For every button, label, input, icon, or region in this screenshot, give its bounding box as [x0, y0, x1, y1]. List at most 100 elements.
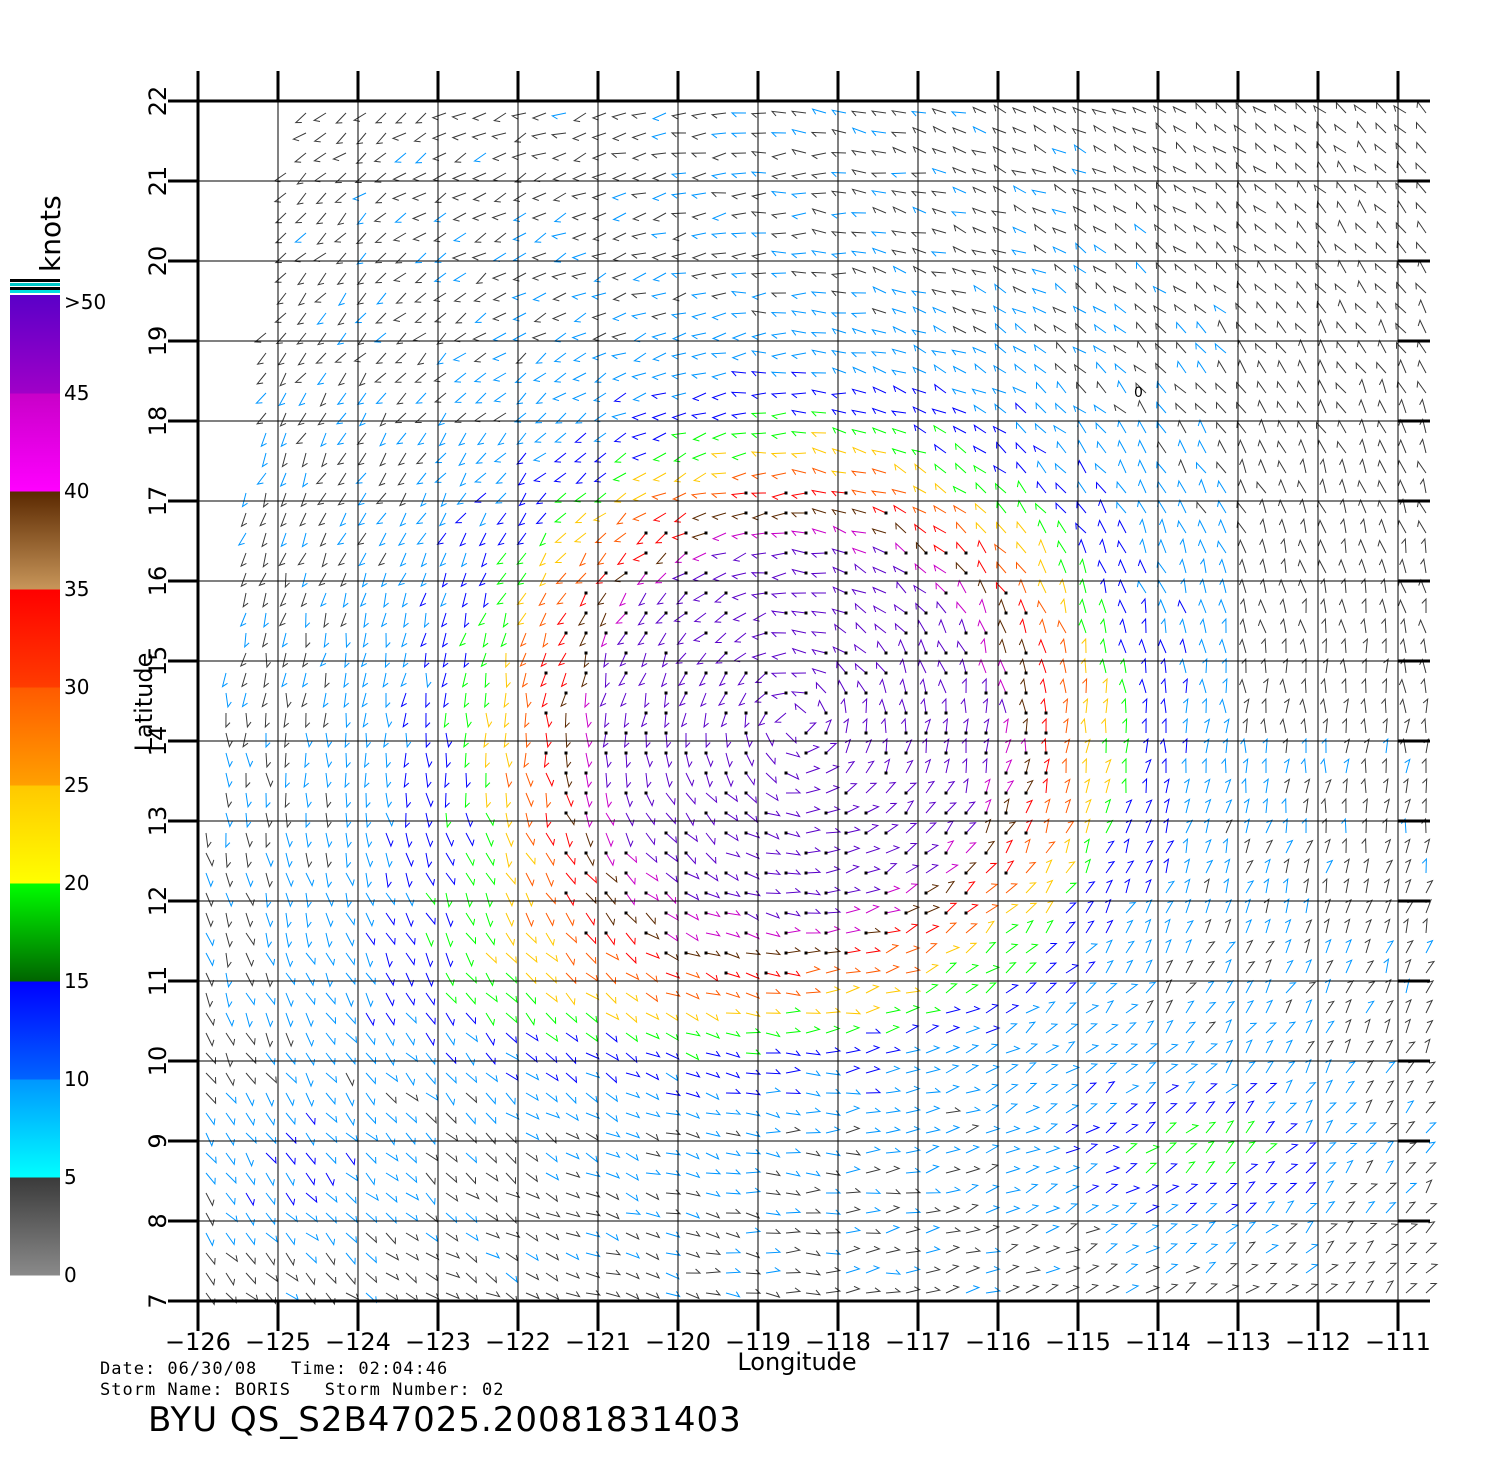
wind-barb	[385, 1232, 396, 1245]
wind-barb	[785, 1287, 802, 1294]
legend-tick-label: 20	[64, 871, 89, 895]
wind-barb	[225, 1132, 235, 1147]
wind-barb	[1196, 500, 1207, 514]
wind-barb	[1054, 282, 1067, 294]
wind-barb	[1054, 462, 1067, 474]
wind-barb	[1005, 1103, 1019, 1114]
wind-barb	[1358, 418, 1367, 434]
wind-barb	[1365, 1280, 1375, 1294]
wind-barb	[1325, 1263, 1339, 1274]
wind-barb	[405, 1112, 418, 1124]
wind-barb	[623, 732, 630, 749]
wind-barb	[625, 1172, 640, 1181]
wind-barb	[690, 232, 707, 240]
wind-barb	[1177, 599, 1187, 614]
wind-barb	[419, 492, 427, 508]
wind-barb	[554, 532, 567, 543]
wind-barb	[1359, 517, 1367, 534]
wind-barb	[1299, 498, 1307, 514]
wind-barb	[765, 772, 777, 784]
rain-flag-dot	[664, 831, 668, 835]
wind-barb	[830, 392, 847, 399]
wind-barb	[225, 1272, 236, 1287]
wind-barb	[1025, 1021, 1037, 1034]
rain-flag-dot	[664, 611, 668, 615]
wind-barb	[985, 904, 1000, 914]
wind-barb	[1195, 342, 1207, 354]
wind-barb	[225, 1072, 235, 1087]
longitude-tick-label: −116	[965, 1328, 1031, 1356]
wind-barb	[899, 678, 907, 694]
wind-barb	[750, 252, 767, 260]
wind-barb	[613, 532, 627, 543]
wind-barb	[325, 1172, 335, 1187]
wind-barb	[585, 1132, 599, 1142]
rain-flag-dot	[604, 891, 608, 895]
wind-barb	[1098, 498, 1107, 514]
wind-barb	[445, 812, 452, 829]
wind-barb	[845, 783, 858, 794]
wind-barb	[337, 472, 347, 486]
wind-barb	[673, 512, 687, 523]
wind-barb	[810, 631, 827, 637]
wind-barb	[1345, 1220, 1355, 1234]
wind-barb	[411, 192, 427, 201]
wind-barb	[572, 152, 587, 163]
wind-barb	[475, 452, 487, 464]
wind-barb	[545, 892, 556, 905]
storm-info-line: Storm Name: BORIS Storm Number: 02	[100, 1380, 505, 1400]
wind-barb	[285, 1292, 300, 1301]
wind-barb	[1165, 959, 1174, 974]
wind-barb	[890, 172, 907, 178]
wind-barb	[933, 324, 947, 334]
wind-barb	[285, 1092, 295, 1107]
wind-barb	[1325, 1283, 1339, 1294]
rain-flag-dot	[684, 571, 688, 575]
wind-barb	[431, 152, 447, 162]
wind-barb	[865, 1107, 882, 1114]
wind-barb	[336, 452, 347, 466]
wind-barb	[671, 572, 687, 581]
wind-barb	[645, 872, 659, 882]
rain-flag-dot	[604, 631, 608, 635]
wind-barb	[811, 250, 827, 256]
wind-barb	[1180, 577, 1187, 594]
wind-barb	[492, 412, 507, 423]
wind-barb	[1345, 1261, 1357, 1274]
wind-barb	[610, 352, 627, 360]
wind-barb	[672, 292, 687, 302]
wind-barb	[825, 1110, 841, 1117]
wind-barb	[1136, 261, 1147, 274]
wind-barb	[732, 652, 747, 663]
wind-barb	[1261, 757, 1267, 773]
wind-barb	[516, 452, 527, 465]
wind-barb	[790, 610, 807, 617]
wind-barb	[885, 1269, 902, 1275]
wind-barb	[451, 132, 467, 141]
wind-barb	[305, 633, 311, 649]
wind-barb	[1033, 343, 1047, 354]
wind-barb	[1274, 262, 1287, 274]
wind-barb	[1184, 878, 1191, 894]
wind-barb	[1005, 903, 1019, 914]
wind-barb	[1361, 597, 1367, 614]
wind-barb	[1091, 167, 1107, 175]
wind-barb	[545, 832, 555, 847]
wind-barb	[1244, 838, 1251, 854]
wind-barb	[363, 612, 369, 629]
wind-barb	[514, 372, 527, 383]
wind-barb	[885, 1126, 902, 1134]
wind-barb	[670, 312, 687, 319]
wind-barb	[1205, 1221, 1216, 1234]
wind-barb	[1375, 121, 1387, 134]
rain-flag-dot	[784, 531, 788, 535]
wind-barb	[1258, 458, 1267, 474]
wind-barb	[651, 332, 667, 340]
wind-barb	[730, 192, 747, 200]
wind-barb	[1065, 1184, 1080, 1194]
legend-top-stripe	[10, 283, 60, 286]
wind-barb	[985, 1163, 1000, 1174]
wind-barb	[397, 572, 407, 586]
wind-barb	[585, 1052, 600, 1060]
wind-barb	[1116, 480, 1127, 494]
